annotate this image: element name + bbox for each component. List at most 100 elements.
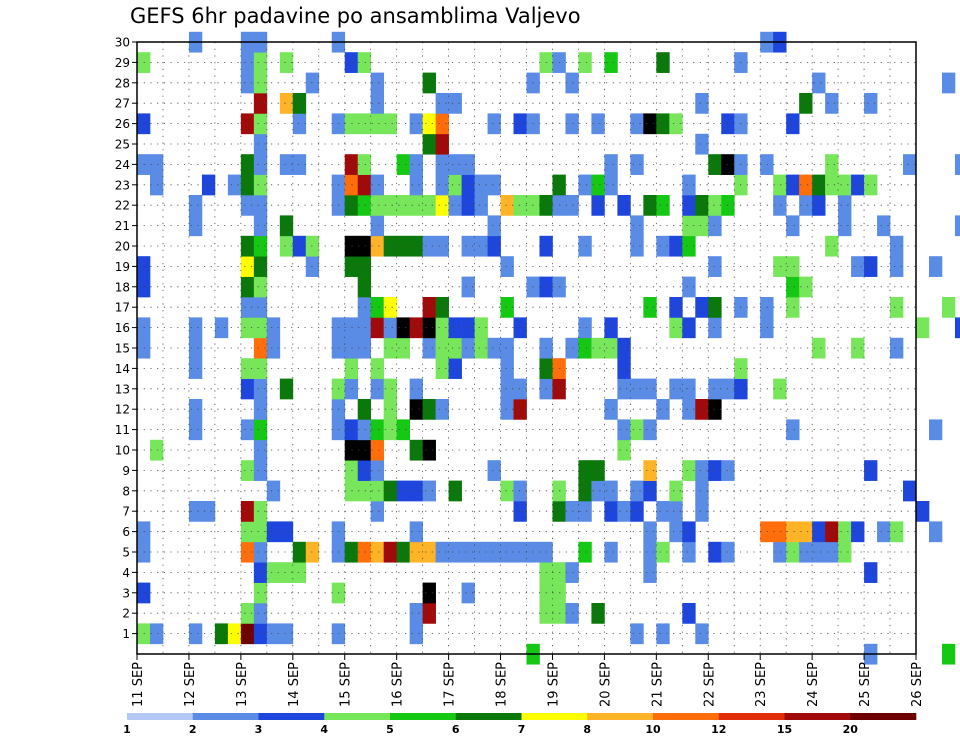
heat-cell <box>903 480 917 502</box>
heat-cell <box>240 235 255 257</box>
heat-cell <box>344 480 359 502</box>
heat-cell <box>773 378 787 400</box>
heat-cell <box>149 154 164 175</box>
heat-cell <box>708 317 722 339</box>
heat-cell <box>396 154 410 175</box>
heat-cell <box>954 154 960 175</box>
heat-cell <box>474 317 488 339</box>
heat-cell <box>773 521 787 543</box>
heat-cell <box>591 337 605 359</box>
heat-cell <box>825 93 839 114</box>
heat-cell <box>357 276 372 298</box>
heat-cell <box>669 480 683 502</box>
heat-cell <box>279 93 294 114</box>
heat-cell <box>396 480 410 502</box>
heat-cell <box>630 235 644 257</box>
heat-cell <box>253 317 268 339</box>
heat-cell <box>240 276 255 298</box>
heat-cell <box>188 215 203 237</box>
heat-cell <box>370 419 385 441</box>
heat-cell <box>396 337 410 359</box>
heat-cell <box>188 501 203 522</box>
heat-cell <box>137 582 151 604</box>
heat-cell <box>643 297 657 318</box>
heat-cell <box>786 276 800 298</box>
heat-cell <box>240 501 255 522</box>
heat-cell <box>344 195 359 216</box>
legend-label: 4 <box>320 723 328 736</box>
y-tick-label: 20 <box>115 240 130 254</box>
heat-cell <box>137 521 151 543</box>
heat-cell <box>565 337 579 359</box>
heat-cell <box>461 582 475 604</box>
y-tick-label: 2 <box>122 607 130 621</box>
x-tick-label: 13 SEP <box>235 662 250 707</box>
heat-cell <box>578 52 592 73</box>
legend-swatch <box>718 713 785 720</box>
heat-cell <box>137 541 151 563</box>
heat-cell <box>513 541 527 563</box>
heat-cell <box>786 419 800 441</box>
y-tick-label: 28 <box>115 76 130 90</box>
heat-cell <box>578 174 592 196</box>
heat-cell <box>253 603 268 624</box>
legend-label: 1 <box>123 723 131 736</box>
heat-cell <box>825 521 839 543</box>
heat-cell <box>422 72 436 94</box>
legend-label: 8 <box>583 723 591 736</box>
heat-cell <box>240 358 255 379</box>
heat-cell <box>370 541 385 563</box>
x-tick-label: 24 SEP <box>806 662 821 707</box>
heat-cell <box>461 154 475 175</box>
heat-cell <box>253 501 268 522</box>
heat-cell <box>137 623 151 645</box>
heat-cell <box>188 358 203 379</box>
heat-cell <box>253 439 268 461</box>
heat-cell <box>487 460 501 481</box>
heat-cell <box>786 215 800 237</box>
heat-cell <box>292 562 307 583</box>
heat-cell <box>708 460 722 481</box>
heat-cell <box>240 113 255 135</box>
heat-cell <box>695 133 709 155</box>
heat-cell <box>396 235 410 257</box>
heat-cell <box>292 93 307 114</box>
y-tick-label: 15 <box>115 342 130 356</box>
y-tick-label: 7 <box>122 505 130 519</box>
heat-cell <box>279 235 294 257</box>
legend-swatch <box>192 713 259 720</box>
y-tick-label: 25 <box>115 138 130 152</box>
y-tick-label: 14 <box>115 362 130 376</box>
heat-cell <box>435 195 449 216</box>
heat-cell <box>383 337 398 359</box>
heat-cell <box>928 521 943 543</box>
heat-cell <box>253 419 268 441</box>
heat-cell <box>617 439 631 461</box>
heat-cell <box>721 460 735 481</box>
heat-cell <box>188 337 203 359</box>
heat-cell <box>474 195 488 216</box>
heat-cell <box>409 378 423 400</box>
heat-cell <box>617 501 631 522</box>
heat-cell <box>253 358 268 379</box>
y-tick-label: 9 <box>122 464 130 478</box>
heat-cell <box>137 52 151 73</box>
heat-cell <box>786 256 800 277</box>
x-tick-label: 21 SEP <box>650 662 665 707</box>
heat-cell <box>435 541 449 563</box>
heat-cell <box>383 235 398 257</box>
heat-cell <box>344 174 359 196</box>
heat-cell <box>565 501 579 522</box>
heat-cell <box>799 541 813 563</box>
heat-cell <box>604 52 618 73</box>
heat-cell <box>279 521 294 543</box>
heat-cell <box>954 215 960 237</box>
heat-cell <box>188 623 203 645</box>
heat-cell <box>344 317 359 339</box>
heat-cell <box>838 195 852 216</box>
heat-cell <box>370 501 385 522</box>
heat-cell <box>448 337 462 359</box>
heat-cell <box>357 256 372 277</box>
heat-cell <box>435 93 449 114</box>
heat-cell <box>656 235 670 257</box>
